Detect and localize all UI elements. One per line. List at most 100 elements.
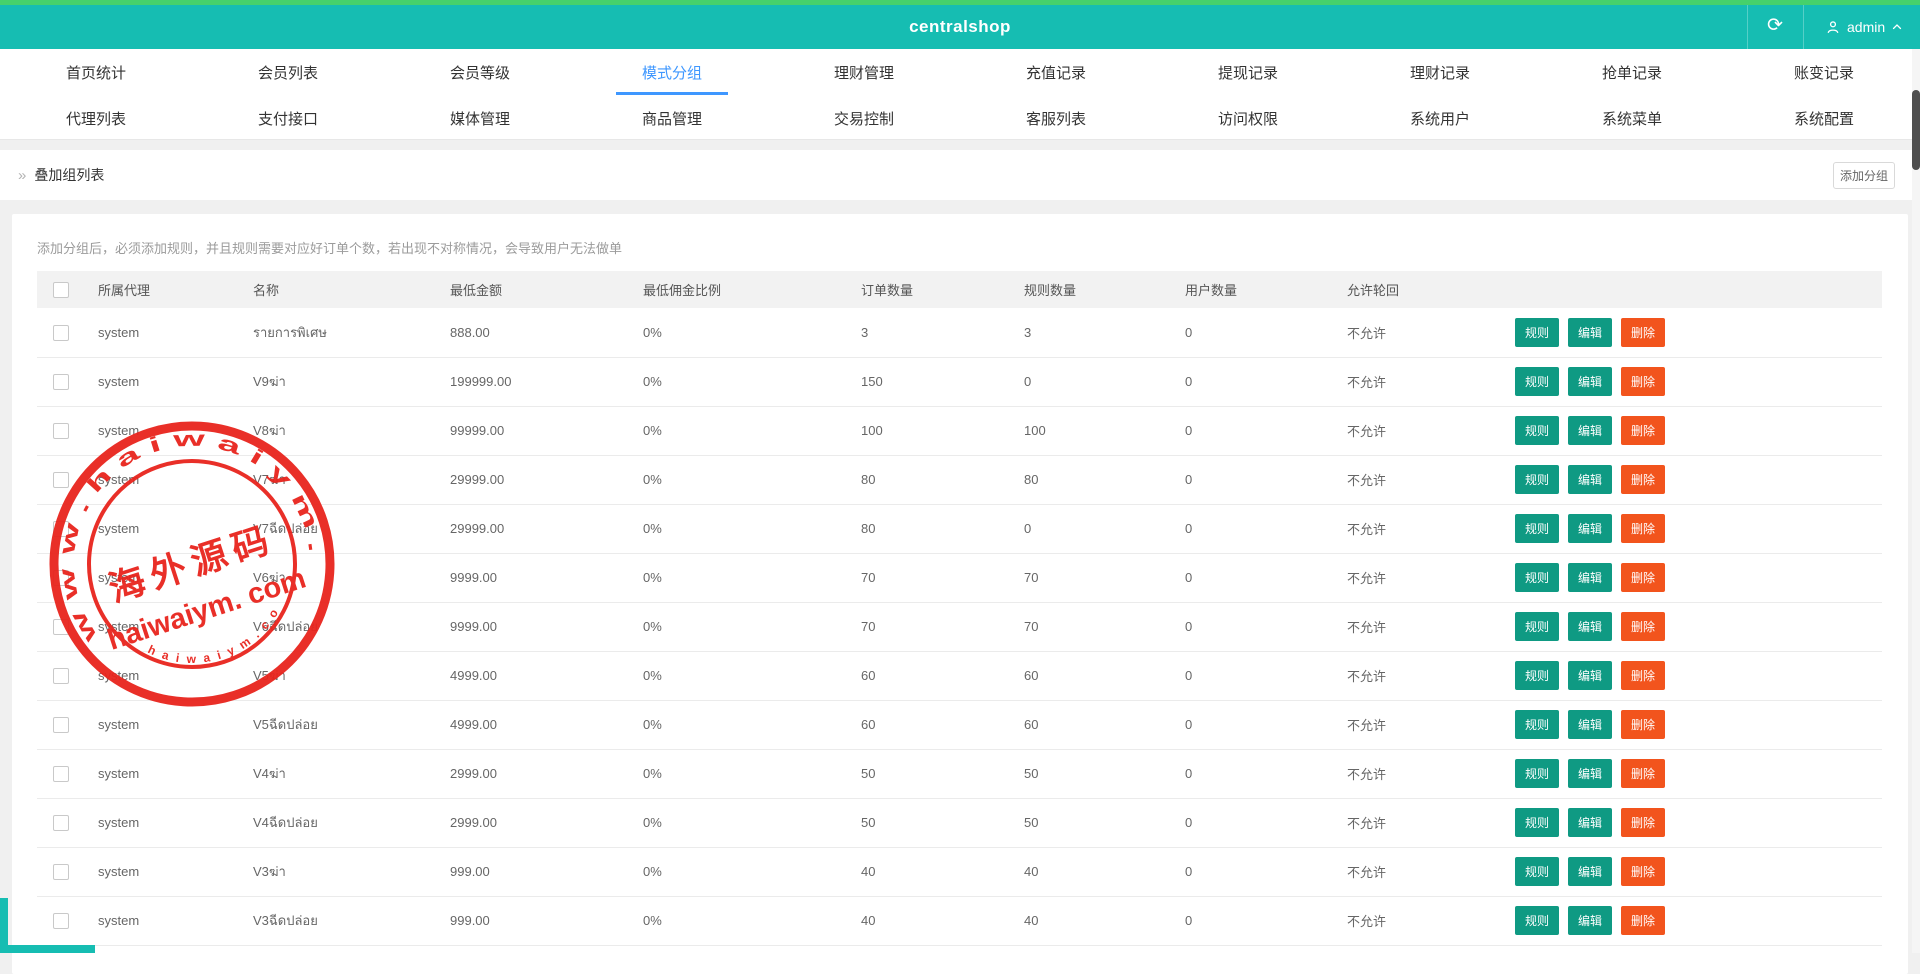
delete-button[interactable]: 删除 <box>1621 317 1666 347</box>
user-menu[interactable]: admin <box>1803 5 1920 49</box>
edit-button[interactable]: 编辑 <box>1568 612 1613 641</box>
row-checkbox[interactable] <box>53 471 69 488</box>
rule-button[interactable]: 规则 <box>1515 317 1560 347</box>
cell-agent: system <box>82 553 237 603</box>
edit-button[interactable]: 编辑 <box>1568 317 1613 347</box>
row-checkbox[interactable] <box>53 912 69 929</box>
cell-min-amount: 199999.00 <box>434 357 627 407</box>
table-row: system V4ฆ่า 2999.00 0% 50 50 0 不允许 规则 编… <box>37 749 1882 799</box>
rule-button[interactable]: 规则 <box>1515 416 1560 445</box>
row-checkbox[interactable] <box>53 814 69 831</box>
rule-button[interactable]: 规则 <box>1515 367 1560 396</box>
delete-button[interactable]: 删除 <box>1621 465 1666 494</box>
nav-item[interactable]: 交易控制 <box>833 110 894 128</box>
delete-button[interactable]: 删除 <box>1621 661 1666 690</box>
nav-item[interactable]: 理财记录 <box>1409 65 1470 82</box>
rule-button[interactable]: 规则 <box>1515 808 1560 837</box>
nav-item[interactable]: 系统配置 <box>1793 110 1854 128</box>
nav-item[interactable]: 理财管理 <box>833 65 894 82</box>
delete-button[interactable]: 删除 <box>1621 808 1666 837</box>
cell-min-amount: 999.00 <box>434 896 627 946</box>
nav-item[interactable]: 模式分组 <box>576 49 768 96</box>
nav-item[interactable]: 系统菜单 <box>1601 110 1662 128</box>
nav-item[interactable]: 会员列表 <box>257 65 318 82</box>
rule-button[interactable]: 规则 <box>1515 465 1560 494</box>
select-all-checkbox[interactable] <box>53 281 69 298</box>
cell-min-commission: 0% <box>627 847 845 897</box>
refresh-icon[interactable]: ⟳ <box>1767 15 1783 36</box>
nav-item[interactable]: 媒体管理 <box>449 110 510 128</box>
cell-name: V8ฆ่า <box>237 406 434 456</box>
cell-min-amount: 999.00 <box>434 847 627 897</box>
scrollbar-thumb[interactable] <box>1912 90 1920 170</box>
delete-button[interactable]: 删除 <box>1621 906 1666 935</box>
rule-button[interactable]: 规则 <box>1515 857 1560 886</box>
rule-button[interactable]: 规则 <box>1515 514 1560 543</box>
cell-order-count: 70 <box>845 602 1008 652</box>
edit-button[interactable]: 编辑 <box>1568 906 1613 935</box>
edit-button[interactable]: 编辑 <box>1568 857 1613 886</box>
rule-button[interactable]: 规则 <box>1515 563 1560 592</box>
edit-button[interactable]: 编辑 <box>1568 710 1613 739</box>
cell-name: V6ฆ่า <box>237 553 434 603</box>
cell-user-count: 0 <box>1169 651 1331 701</box>
row-checkbox[interactable] <box>53 716 69 733</box>
cell-min-commission: 0% <box>627 651 845 701</box>
topbar-divider <box>1803 5 1804 49</box>
rule-button[interactable]: 规则 <box>1515 906 1560 935</box>
cell-name: V3ฆ่า <box>237 847 434 897</box>
rule-button[interactable]: 规则 <box>1515 612 1560 641</box>
edit-button[interactable]: 编辑 <box>1568 759 1613 788</box>
cell-allow-loop: 不允许 <box>1331 504 1499 554</box>
groups-table: 所属代理 名称 最低金额 最低佣金比例 订单数量 规则数量 用户数量 允许轮回 … <box>37 271 1882 946</box>
cell-allow-loop: 不允许 <box>1331 455 1499 505</box>
cell-min-amount: 9999.00 <box>434 602 627 652</box>
row-checkbox[interactable] <box>53 765 69 782</box>
delete-button[interactable]: 删除 <box>1621 514 1666 543</box>
rule-button[interactable]: 规则 <box>1515 759 1560 788</box>
table-row: system V9ฆ่า 199999.00 0% 150 0 0 不允许 规则… <box>37 357 1882 407</box>
delete-button[interactable]: 删除 <box>1621 416 1666 445</box>
nav-item[interactable]: 会员等级 <box>449 65 510 82</box>
edit-button[interactable]: 编辑 <box>1568 514 1613 543</box>
edit-button[interactable]: 编辑 <box>1568 367 1613 396</box>
edit-button[interactable]: 编辑 <box>1568 416 1613 445</box>
nav-item[interactable]: 访问权限 <box>1217 110 1278 128</box>
rule-button[interactable]: 规则 <box>1515 710 1560 739</box>
edit-button[interactable]: 编辑 <box>1568 808 1613 837</box>
row-checkbox[interactable] <box>53 520 69 537</box>
nav-item[interactable]: 客服列表 <box>1025 110 1086 128</box>
row-checkbox[interactable] <box>53 324 69 341</box>
row-checkbox[interactable] <box>53 422 69 439</box>
delete-button[interactable]: 删除 <box>1621 367 1666 396</box>
nav-item[interactable]: 充值记录 <box>1025 65 1086 82</box>
row-checkbox[interactable] <box>53 373 69 390</box>
nav-item[interactable]: 支付接口 <box>257 110 318 128</box>
delete-button[interactable]: 删除 <box>1621 710 1666 739</box>
nav-item[interactable]: 账变记录 <box>1793 65 1854 82</box>
notice-text: 添加分组后，必须添加规则，并且规则需要对应好订单个数，若出现不对称情况，会导致用… <box>37 241 623 256</box>
table-row: system V3ฆ่า 999.00 0% 40 40 0 不允许 规则 编辑… <box>37 847 1882 897</box>
edit-button[interactable]: 编辑 <box>1568 563 1613 592</box>
edit-button[interactable]: 编辑 <box>1568 661 1613 690</box>
delete-button[interactable]: 删除 <box>1621 612 1666 641</box>
edit-button[interactable]: 编辑 <box>1568 465 1613 494</box>
row-checkbox[interactable] <box>53 569 69 586</box>
row-checkbox[interactable] <box>53 667 69 684</box>
delete-button[interactable]: 删除 <box>1621 759 1666 788</box>
nav-item[interactable]: 商品管理 <box>641 110 702 128</box>
nav-item[interactable]: 首页统计 <box>65 65 126 82</box>
delete-button[interactable]: 删除 <box>1621 563 1666 592</box>
nav-item[interactable]: 代理列表 <box>65 110 126 128</box>
nav-item[interactable]: 系统用户 <box>1409 110 1470 128</box>
rule-button[interactable]: 规则 <box>1515 661 1560 690</box>
table-row: system V7ฉีดปล่อย 29999.00 0% 80 0 0 不允许… <box>37 504 1882 554</box>
add-group-button[interactable]: 添加分组 <box>1833 162 1895 189</box>
nav-item[interactable]: 提现记录 <box>1217 65 1278 82</box>
cell-order-count: 80 <box>845 504 1008 554</box>
cell-order-count: 60 <box>845 700 1008 750</box>
row-checkbox[interactable] <box>53 863 69 880</box>
row-checkbox[interactable] <box>53 618 69 635</box>
nav-item[interactable]: 抢单记录 <box>1601 65 1662 82</box>
delete-button[interactable]: 删除 <box>1621 857 1666 886</box>
